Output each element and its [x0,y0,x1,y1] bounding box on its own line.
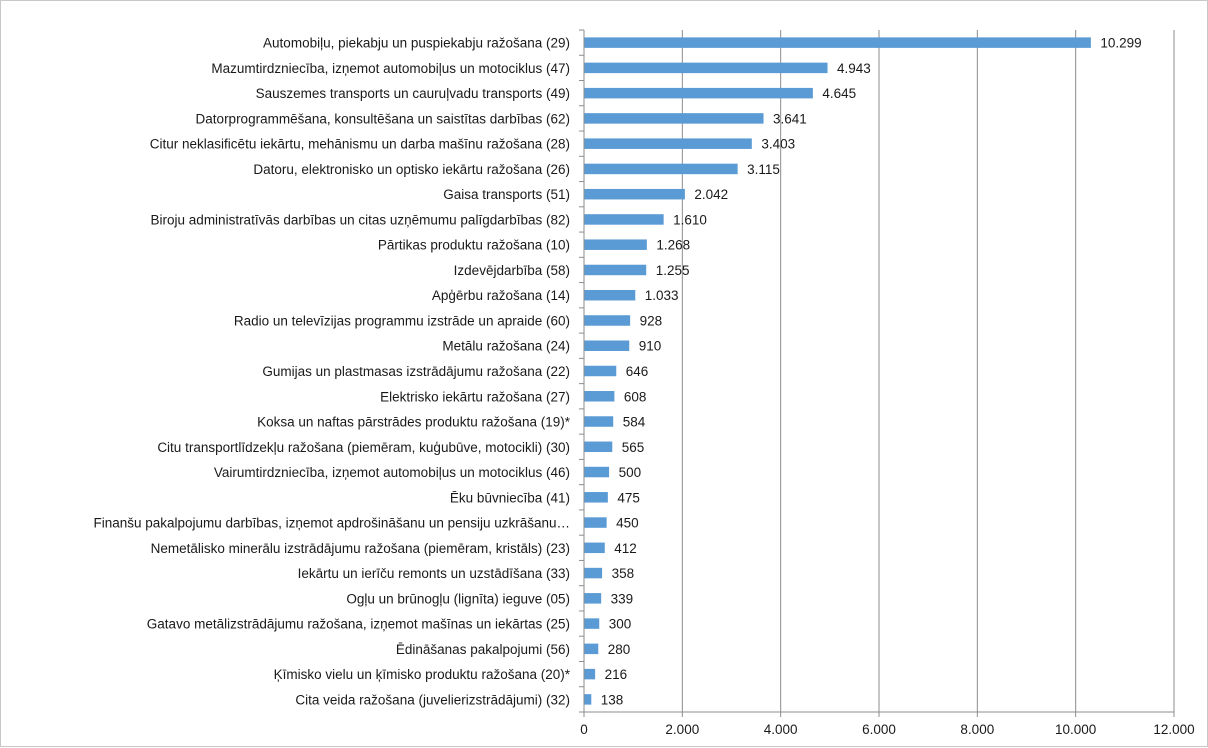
bar [584,593,602,604]
bar [584,289,636,301]
data-label: 500 [619,465,642,480]
category-label: Cita veida ražošana (juvelierizstrādājum… [295,692,570,707]
x-tick-label: 2.000 [665,722,699,737]
category-label: Ogļu un brūnogļu (lignīta) ieguve (05) [346,591,570,606]
category-label: Gaisa transports (51) [443,187,570,202]
category-label: Iekārtu un ierīču remonts un uzstādīšana… [298,566,570,581]
data-label: 565 [622,440,645,455]
data-label: 1.033 [645,288,679,303]
data-label: 138 [601,692,624,707]
category-label: Vairumtirdzniecība, izņemot automobiļus … [214,465,570,480]
bar [584,643,599,655]
category-label: Nemetālisko minerālu izstrādājumu ražoša… [151,541,570,556]
bar [584,239,647,250]
x-tick-label: 4.000 [764,722,798,737]
data-label: 584 [623,415,646,430]
category-label: Ēdināšanas pakalpojumi (56) [396,642,570,657]
category-label: Finanšu pakalpojumu darbības, izņemot ap… [93,516,570,531]
bar [584,668,596,680]
bar [584,416,614,427]
category-label: Ķīmisko vielu un ķīmisko produktu ražoša… [274,667,571,682]
bar [584,87,813,99]
data-label: 1.268 [656,238,690,253]
category-label: Datoru, elektronisko un optisko iekārtu … [253,162,570,177]
bar [584,492,608,503]
data-label: 4.645 [822,86,856,101]
category-label: Radio un televīzijas programmu izstrāde … [234,313,570,328]
bar [584,567,603,579]
data-label: 358 [612,566,635,581]
bar [584,163,738,175]
data-label: 1.610 [673,212,707,227]
data-label: 3.115 [747,162,780,177]
bar [584,113,764,124]
category-label: Citu transportlīdzekļu ražošana (piemēra… [157,440,570,455]
category-label: Automobiļu, piekabju un puspiekabju ražo… [263,36,570,51]
bar [584,188,685,200]
bar [584,37,1091,48]
bar [584,517,607,528]
data-label: 910 [639,339,662,354]
data-label: 646 [626,364,649,379]
bar [584,441,613,453]
bar [584,264,647,276]
bar [584,365,617,377]
x-tick-label: 8.000 [960,722,994,737]
data-label: 280 [608,642,631,657]
category-label: Metālu ražošana (24) [442,339,570,354]
data-label: 2.042 [694,187,728,202]
axes: 0 2.000 4.000 6.000 8.000 10.000 12.000 [579,29,1195,737]
x-tick-label: 10.000 [1055,722,1096,737]
labels: Automobiļu, piekabju un puspiekabju ražo… [93,36,1141,708]
category-label: Datorprogrammēšana, konsultēšana un sais… [196,111,570,126]
x-tick-label: 12.000 [1153,722,1194,737]
gridlines [681,30,1175,712]
bar [584,340,630,351]
data-label: 3.641 [773,111,807,126]
category-label: Koksa un naftas pārstrādes produktu ražo… [257,415,571,430]
data-label: 300 [609,617,632,632]
data-label: 475 [617,490,640,505]
data-label: 412 [614,541,637,556]
x-tick-label: 6.000 [862,722,896,737]
category-label: Izdevējdarbība (58) [454,263,570,278]
data-label: 216 [605,667,628,682]
category-label: Biroju administratīvās darbības un citas… [151,212,570,227]
category-label: Gumijas un plastmasas izstrādājumu ražoš… [262,364,570,379]
data-label: 450 [616,516,639,531]
data-label: 608 [624,389,647,404]
x-tick-label: 0 [580,722,588,737]
category-label: Pārtikas produktu ražošana (10) [378,238,570,253]
bar [584,391,615,402]
category-label: Gatavo metālizstrādājumu ražošana, izņem… [147,617,570,632]
data-label: 339 [611,591,634,606]
category-label: Ēku būvniecība (41) [450,490,570,505]
category-label: Mazumtirdzniecība, izņemot automobiļus u… [211,61,570,76]
bar [584,466,610,478]
data-label: 3.403 [761,137,795,152]
bar [584,618,600,629]
data-label: 928 [640,313,663,328]
category-label: Citur neklasificētu iekārtu, mehānismu u… [150,137,570,152]
bars [584,37,1091,705]
bar [584,694,592,705]
data-label: 10.299 [1100,36,1141,51]
category-label: Elektrisko iekārtu ražošana (27) [380,389,570,404]
data-label: 4.943 [837,61,871,76]
bar [584,62,828,74]
category-label: Apģērbu ražošana (14) [432,288,570,303]
bar [584,214,664,225]
data-label: 1.255 [656,263,690,278]
bar [584,542,605,554]
bar [584,315,631,326]
bar [584,138,752,149]
category-label: Sauszemes transports un cauruļvadu trans… [256,86,570,101]
